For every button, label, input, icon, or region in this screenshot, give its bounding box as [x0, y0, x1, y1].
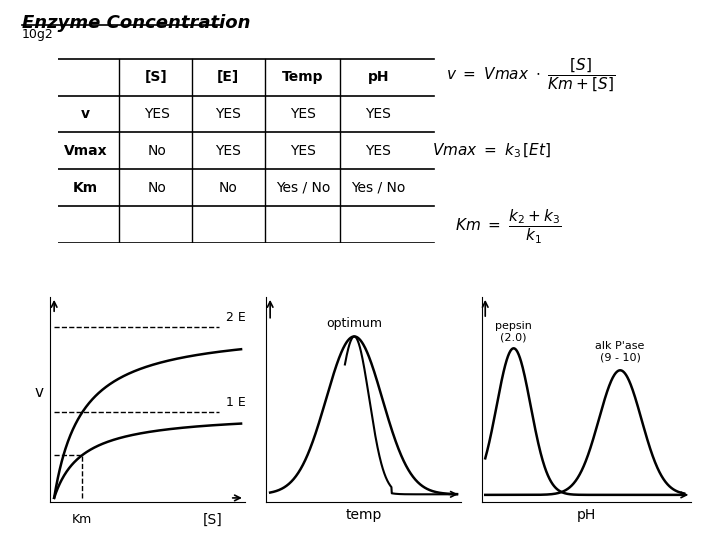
Text: [E]: [E]	[217, 70, 239, 84]
Text: Enzyme Concentration: Enzyme Concentration	[22, 14, 250, 31]
Text: No: No	[147, 181, 166, 195]
Text: $Km \ = \ \dfrac{k_2 + k_3}{k_1}$: $Km \ = \ \dfrac{k_2 + k_3}{k_1}$	[455, 208, 562, 246]
Text: 2 E: 2 E	[226, 310, 246, 323]
Text: 10g2: 10g2	[22, 28, 53, 41]
Text: Temp: Temp	[282, 70, 324, 84]
Text: $v \ = \ Vmax \ \cdot \ \dfrac{[S]}{Km + [S]}$: $v \ = \ Vmax \ \cdot \ \dfrac{[S]}{Km +…	[446, 57, 616, 94]
Text: pepsin
(2.0): pepsin (2.0)	[495, 321, 532, 342]
Text: pH: pH	[368, 70, 389, 84]
Text: Km: Km	[72, 514, 92, 526]
Text: YES: YES	[215, 144, 240, 158]
Y-axis label: v: v	[35, 384, 44, 400]
Text: [S]: [S]	[203, 514, 223, 528]
X-axis label: pH: pH	[577, 508, 596, 522]
Text: 1 E: 1 E	[226, 396, 246, 409]
Text: optimum: optimum	[326, 317, 382, 330]
Text: YES: YES	[215, 107, 240, 121]
Text: No: No	[218, 181, 238, 195]
Text: Vmax: Vmax	[63, 144, 107, 158]
Text: YES: YES	[144, 107, 169, 121]
X-axis label: temp: temp	[346, 508, 382, 522]
Text: YES: YES	[290, 107, 316, 121]
Text: [S]: [S]	[145, 70, 168, 84]
Text: $Vmax \ = \ k_3\,[Et]$: $Vmax \ = \ k_3\,[Et]$	[432, 142, 551, 160]
Text: Km: Km	[73, 181, 98, 195]
Text: YES: YES	[366, 144, 391, 158]
Text: alk P'ase
(9 - 10): alk P'ase (9 - 10)	[595, 341, 645, 363]
Text: YES: YES	[366, 107, 391, 121]
Text: Yes / No: Yes / No	[276, 181, 330, 195]
Text: No: No	[147, 144, 166, 158]
Text: YES: YES	[290, 144, 316, 158]
Text: v: v	[81, 107, 90, 121]
Text: Yes / No: Yes / No	[351, 181, 405, 195]
